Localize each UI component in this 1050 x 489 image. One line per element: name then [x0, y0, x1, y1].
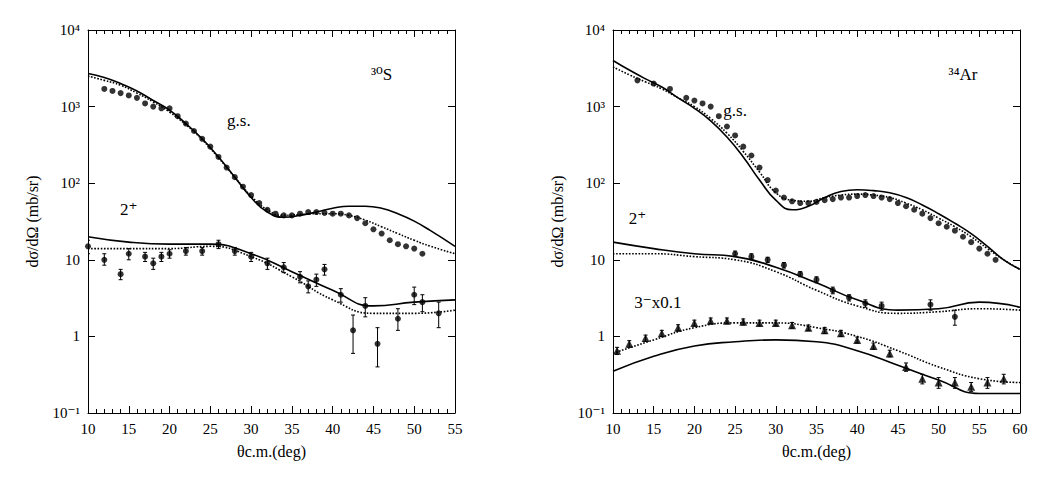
- svg-text:1: 1: [73, 328, 81, 344]
- svg-text:10: 10: [590, 252, 605, 268]
- svg-text:θc.m.(deg): θc.m.(deg): [237, 443, 306, 461]
- svg-text:10: 10: [81, 421, 96, 437]
- svg-text:10⁴: 10⁴: [585, 22, 605, 38]
- svg-text:10⁻¹: 10⁻¹: [53, 405, 80, 421]
- svg-text:10⁴: 10⁴: [60, 22, 80, 38]
- svg-text:60: 60: [1013, 421, 1028, 437]
- svg-text:³⁴Ar: ³⁴Ar: [949, 65, 978, 84]
- svg-text:10²: 10²: [61, 175, 81, 191]
- svg-text:45: 45: [366, 421, 381, 437]
- svg-text:20: 20: [162, 421, 177, 437]
- svg-text:50: 50: [931, 421, 946, 437]
- svg-text:2⁺: 2⁺: [629, 209, 646, 228]
- svg-text:10³: 10³: [586, 99, 606, 115]
- svg-text:3⁻x0.1: 3⁻x0.1: [634, 293, 681, 312]
- svg-text:35: 35: [284, 421, 299, 437]
- svg-text:30: 30: [768, 421, 783, 437]
- svg-text:20: 20: [687, 421, 702, 437]
- svg-text:g.s.: g.s.: [723, 101, 747, 120]
- svg-text:10³: 10³: [61, 99, 81, 115]
- svg-text:θc.m.(deg): θc.m.(deg): [782, 443, 851, 461]
- svg-text:³⁰S: ³⁰S: [371, 65, 392, 84]
- svg-text:1: 1: [598, 328, 606, 344]
- svg-text:10: 10: [65, 252, 80, 268]
- svg-text:dσ/dΩ (mb/sr): dσ/dΩ (mb/sr): [549, 175, 567, 267]
- svg-text:15: 15: [646, 421, 661, 437]
- svg-text:55: 55: [448, 421, 463, 437]
- svg-text:10⁻¹: 10⁻¹: [578, 405, 605, 421]
- svg-text:25: 25: [728, 421, 743, 437]
- svg-text:30: 30: [244, 421, 259, 437]
- svg-text:10: 10: [606, 421, 621, 437]
- svg-text:2⁺: 2⁺: [120, 200, 137, 219]
- svg-text:10²: 10²: [586, 175, 606, 191]
- svg-text:40: 40: [850, 421, 865, 437]
- svg-text:50: 50: [407, 421, 422, 437]
- svg-text:g.s.: g.s.: [227, 111, 251, 130]
- svg-text:25: 25: [203, 421, 218, 437]
- svg-text:40: 40: [325, 421, 340, 437]
- svg-text:45: 45: [890, 421, 905, 437]
- svg-text:15: 15: [121, 421, 136, 437]
- svg-text:dσ/dΩ (mb/sr): dσ/dΩ (mb/sr): [24, 175, 42, 267]
- svg-text:35: 35: [809, 421, 824, 437]
- svg-text:55: 55: [972, 421, 987, 437]
